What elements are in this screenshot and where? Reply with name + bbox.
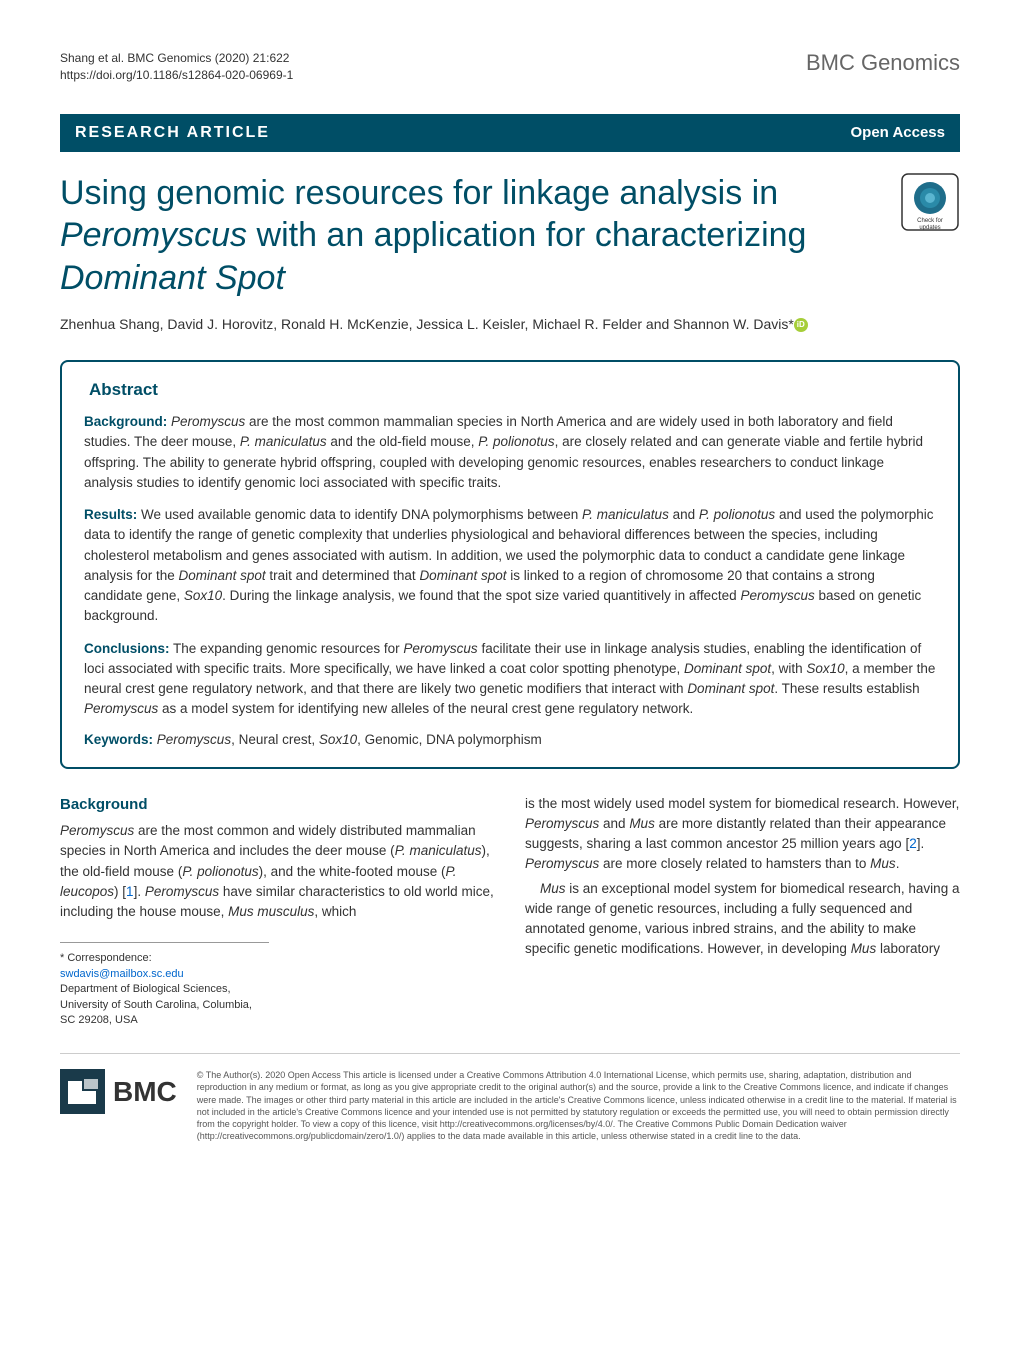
svg-text:Check for: Check for [917, 218, 943, 224]
abstract-box: Abstract Background: Peromyscus are the … [60, 360, 960, 769]
abstract-conclusions-label: Conclusions: [84, 641, 170, 656]
article-title: Using genomic resources for linkage anal… [60, 172, 900, 300]
svg-text:updates: updates [919, 225, 940, 231]
citation-block: Shang et al. BMC Genomics (2020) 21:622 … [60, 50, 293, 84]
ref-link-1[interactable]: 1 [126, 884, 134, 899]
right-column-p1: is the most widely used model system for… [525, 794, 960, 875]
correspondence-email[interactable]: swdavis@mailbox.sc.edu [60, 968, 184, 980]
bmc-logo-icon [60, 1069, 105, 1114]
background-heading: Background [60, 794, 495, 817]
check-updates-badge[interactable]: Check for updates [900, 172, 960, 232]
bmc-logo: BMC [60, 1069, 177, 1114]
abstract-heading: Abstract [84, 380, 163, 400]
ref-link-2[interactable]: 2 [909, 836, 917, 851]
authors-line: Zhenhua Shang, David J. Horovitz, Ronald… [60, 314, 960, 335]
left-column: Background Peromyscus are the most commo… [60, 794, 495, 1029]
bmc-text: BMC [113, 1076, 177, 1108]
citation-line-2: https://doi.org/10.1186/s12864-020-06969… [60, 67, 293, 84]
orcid-icon[interactable] [794, 318, 808, 332]
abstract-keywords: Keywords: Peromyscus, Neural crest, Sox1… [84, 732, 936, 747]
citation-line-1: Shang et al. BMC Genomics (2020) 21:622 [60, 50, 293, 67]
right-column-p2: Mus is an exceptional model system for b… [525, 879, 960, 960]
open-access-label: Open Access [851, 124, 961, 141]
page-container: Shang et al. BMC Genomics (2020) 21:622 … [0, 0, 1020, 1172]
abstract-results-label: Results: [84, 507, 137, 522]
left-column-paragraph: Peromyscus are the most common and widel… [60, 821, 495, 922]
license-text: © The Author(s). 2020 Open Access This a… [197, 1069, 960, 1142]
header-row: Shang et al. BMC Genomics (2020) 21:622 … [60, 50, 960, 84]
authors-text: Zhenhua Shang, David J. Horovitz, Ronald… [60, 316, 794, 332]
correspondence-block: * Correspondence: swdavis@mailbox.sc.edu… [60, 942, 269, 1028]
correspondence-affiliation: Department of Biological Sciences, Unive… [60, 983, 252, 1026]
journal-name: BMC Genomics [806, 50, 960, 76]
correspondence-label: * Correspondence: [60, 952, 152, 964]
abstract-background: Background: Peromyscus are the most comm… [84, 412, 936, 493]
abstract-background-label: Background: [84, 414, 167, 429]
footer-row: BMC © The Author(s). 2020 Open Access Th… [60, 1053, 960, 1142]
body-two-column: Background Peromyscus are the most commo… [60, 794, 960, 1029]
article-type-label: RESEARCH ARTICLE [60, 124, 270, 142]
abstract-results: Results: We used available genomic data … [84, 505, 936, 627]
abstract-conclusions: Conclusions: The expanding genomic resou… [84, 639, 936, 720]
article-type-bar: RESEARCH ARTICLE Open Access [60, 114, 960, 152]
keywords-label: Keywords: [84, 732, 153, 747]
right-column: is the most widely used model system for… [525, 794, 960, 1029]
title-row: Using genomic resources for linkage anal… [60, 172, 960, 300]
